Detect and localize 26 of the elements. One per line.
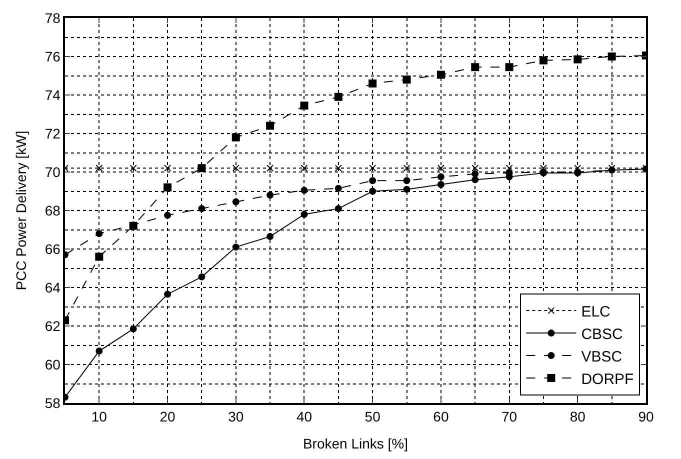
legend-label: VBSC <box>581 348 622 366</box>
legend-label: ELC <box>581 303 611 320</box>
x-tick-label: 70 <box>502 408 518 425</box>
x-tick-label: 60 <box>433 408 449 425</box>
y-tick-label: 72 <box>44 125 61 142</box>
y-tick-label: 74 <box>44 86 61 103</box>
x-tick-label: 50 <box>364 408 381 425</box>
x-axis-title: Broken Links [%] <box>302 435 408 452</box>
y-tick-label: 58 <box>44 394 61 411</box>
legend-label: CBSC <box>581 326 624 343</box>
y-tick-label: 76 <box>44 48 61 64</box>
y-tick-label: 68 <box>44 202 61 218</box>
x-tick-label: 20 <box>160 408 176 425</box>
y-tick-label: 66 <box>44 240 61 257</box>
y-tick-label: 62 <box>44 318 61 334</box>
y-tick-label: 70 <box>44 164 61 180</box>
y-tick-label: 78 <box>44 10 61 26</box>
y-axis-title: PCC Power Delivery [kW] <box>12 130 29 290</box>
legend-label: DORPF <box>581 370 634 388</box>
y-tick-label: 64 <box>44 279 61 296</box>
x-tick-label: 90 <box>638 408 654 425</box>
y-tick-label: 60 <box>44 356 61 372</box>
x-tick-label: 40 <box>296 408 312 425</box>
x-tick-label: 80 <box>570 408 586 425</box>
x-tick-label: 10 <box>91 408 108 425</box>
x-tick-label: 30 <box>228 408 244 425</box>
